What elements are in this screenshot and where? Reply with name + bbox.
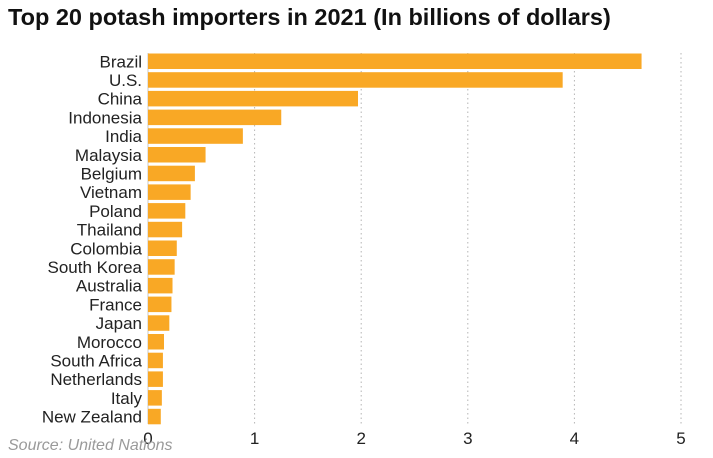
- bar-italy: [148, 390, 162, 406]
- category-label: U.S.: [109, 71, 142, 90]
- category-label: Italy: [111, 389, 143, 408]
- category-label: Thailand: [77, 221, 142, 240]
- category-label: South Africa: [50, 351, 142, 370]
- category-label: New Zealand: [42, 408, 142, 427]
- bar-india: [148, 128, 243, 144]
- gridlines: [147, 53, 682, 424]
- bar-indonesia: [148, 109, 282, 126]
- bar-belgium: [148, 165, 195, 182]
- x-tick-label: 1: [250, 429, 259, 448]
- bar-china: [148, 90, 359, 107]
- x-tick-label: 0: [143, 429, 152, 448]
- category-label: Indonesia: [68, 108, 142, 127]
- bar-japan: [148, 315, 170, 331]
- x-tick-label: 5: [676, 429, 685, 448]
- bar-poland: [148, 203, 186, 219]
- category-label: Malaysia: [75, 146, 143, 165]
- bar-south-korea: [148, 259, 175, 275]
- bar-netherlands: [148, 371, 163, 387]
- bar-vietnam: [148, 184, 191, 200]
- category-label: Brazil: [99, 52, 142, 71]
- category-label: China: [98, 90, 143, 109]
- category-labels: BrazilU.S.ChinaIndonesiaIndiaMalaysiaBel…: [42, 52, 143, 426]
- category-label: India: [105, 127, 142, 146]
- x-tick-label: 4: [570, 429, 579, 448]
- bar-france: [148, 296, 172, 313]
- bar-new-zealand: [148, 408, 161, 425]
- bar-colombia: [148, 240, 177, 256]
- category-label: Vietnam: [80, 183, 142, 202]
- bar-south-africa: [148, 352, 163, 369]
- bar-morocco: [148, 334, 164, 350]
- x-axis-ticks: 0 1 2 3 4 5: [143, 429, 685, 448]
- bar-thailand: [148, 221, 183, 238]
- category-label: Colombia: [70, 239, 142, 258]
- bar-u-s: [148, 72, 563, 88]
- category-label: Australia: [76, 277, 143, 296]
- category-label: France: [89, 295, 142, 314]
- category-label: Belgium: [81, 164, 142, 183]
- x-tick-label: 2: [356, 429, 365, 448]
- bars: [148, 53, 642, 425]
- category-label: South Korea: [47, 258, 142, 277]
- category-label: Morocco: [77, 333, 142, 352]
- category-label: Japan: [96, 314, 142, 333]
- category-label: Netherlands: [50, 370, 142, 389]
- bar-brazil: [148, 53, 642, 69]
- category-label: Poland: [89, 202, 142, 221]
- bar-australia: [148, 277, 173, 294]
- chart-title: Top 20 potash importers in 2021 (In bill…: [8, 4, 611, 30]
- bar-malaysia: [148, 147, 206, 163]
- source-note: Source: United Nations: [8, 437, 173, 454]
- x-tick-label: 3: [463, 429, 472, 448]
